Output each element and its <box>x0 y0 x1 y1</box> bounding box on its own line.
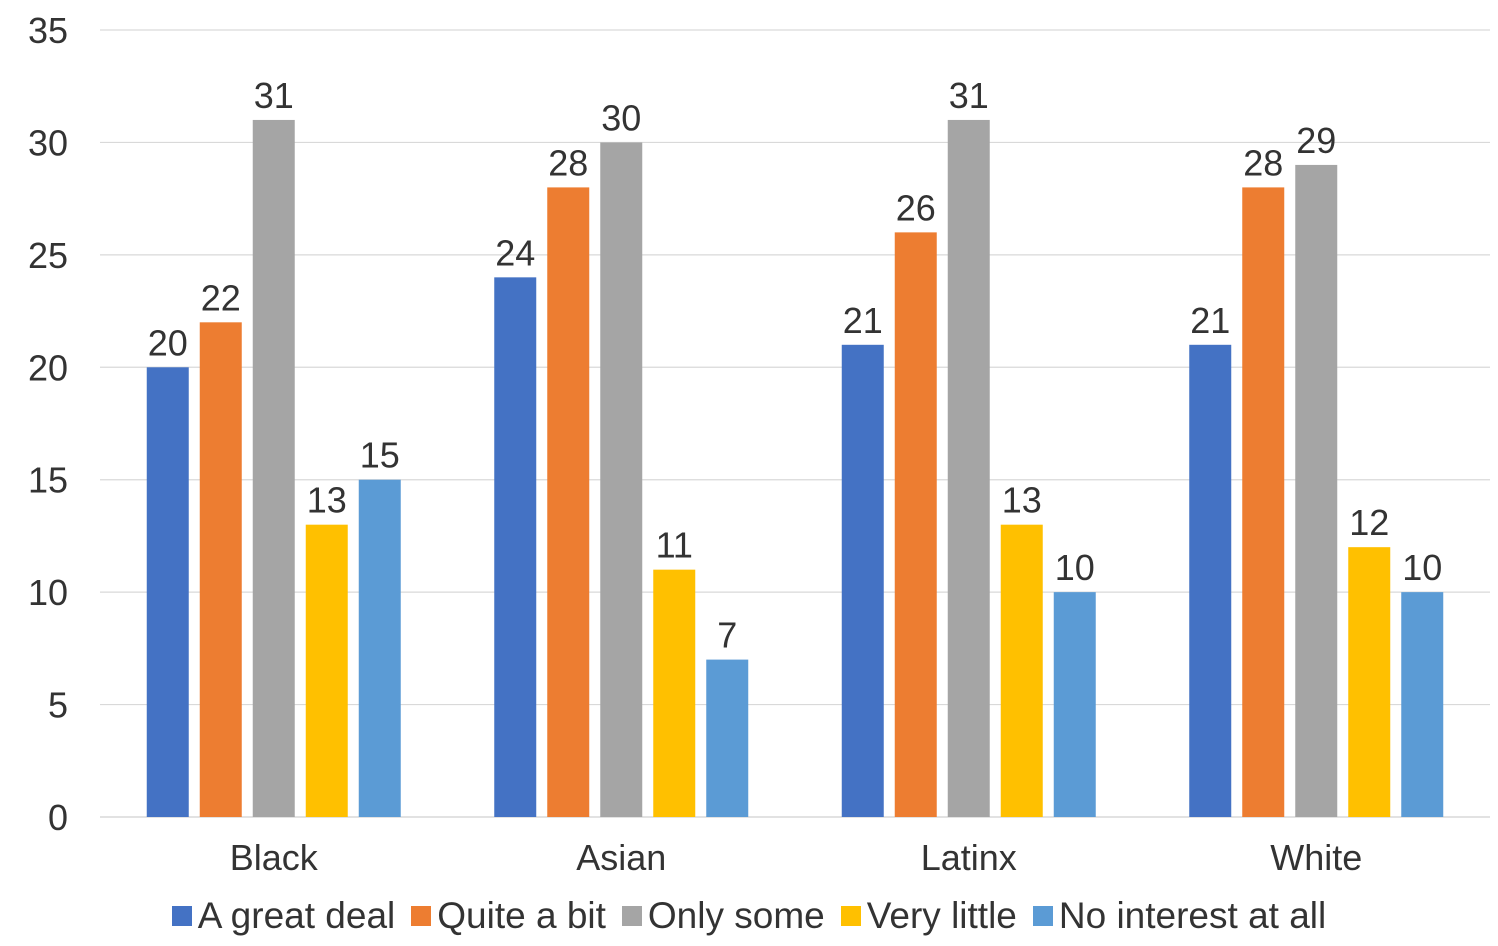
x-category-label: Asian <box>576 837 666 878</box>
bar <box>1401 592 1444 817</box>
data-label: 12 <box>1349 502 1389 543</box>
bar <box>841 344 884 817</box>
bar <box>1348 547 1391 817</box>
data-label: 21 <box>1190 300 1230 341</box>
legend-swatch <box>840 906 861 926</box>
x-axis-categories: Black Asian Latinx White <box>230 837 1363 878</box>
data-label: 24 <box>495 232 535 273</box>
data-label: 22 <box>201 277 241 318</box>
legend: A great deal Quite a bit Only some Very lit… <box>0 895 1498 937</box>
legend-label: No interest at all <box>1058 895 1327 936</box>
legend-swatch <box>1032 906 1053 926</box>
bar <box>1053 592 1096 817</box>
y-tick-label: 20 <box>28 347 68 388</box>
y-tick-label: 15 <box>28 460 68 501</box>
legend-item: Very little <box>840 895 1017 937</box>
legend-swatch <box>621 906 642 926</box>
legend-label: Very little <box>866 895 1017 936</box>
bar <box>146 367 189 817</box>
bar <box>1242 187 1285 817</box>
bar <box>358 479 401 817</box>
data-label: 13 <box>307 480 347 521</box>
bar <box>305 524 348 817</box>
y-tick-label: 35 <box>28 10 68 51</box>
bar <box>199 322 242 817</box>
data-label: 15 <box>360 435 400 476</box>
x-category-label: Black <box>230 837 319 878</box>
data-label: 29 <box>1296 120 1336 161</box>
data-label: 21 <box>843 300 883 341</box>
y-tick-label: 5 <box>48 685 68 726</box>
y-tick-label: 30 <box>28 122 68 163</box>
data-label: 10 <box>1055 547 1095 588</box>
y-tick-label: 10 <box>28 572 68 613</box>
data-label: 28 <box>1243 142 1283 183</box>
legend-item: No interest at all <box>1032 895 1327 937</box>
bar <box>600 142 643 817</box>
data-label: 20 <box>148 322 188 363</box>
data-label: 31 <box>949 75 989 116</box>
legend-swatch <box>411 906 432 926</box>
legend-swatch <box>171 906 192 926</box>
data-label: 11 <box>656 525 693 566</box>
data-label: 30 <box>601 97 641 138</box>
legend-label: A great deal <box>197 895 396 936</box>
bar <box>1189 344 1232 817</box>
data-label: 31 <box>254 75 294 116</box>
bar-chart: 0 5 10 15 20 25 30 35 20 22 31 13 15 24 28 30 11 7 21 26 31… <box>28 10 1490 878</box>
legend-label: Only some <box>647 895 825 936</box>
bar <box>706 659 749 817</box>
y-axis-ticks: 0 5 10 15 20 25 30 35 <box>28 10 68 838</box>
bar <box>547 187 590 817</box>
bar <box>1295 164 1338 817</box>
legend-label: Quite a bit <box>437 895 606 936</box>
data-label: 13 <box>1002 480 1042 521</box>
legend-item: Only some <box>621 895 825 937</box>
data-label: 10 <box>1402 547 1442 588</box>
y-tick-label: 25 <box>28 235 68 276</box>
x-category-label: Latinx <box>921 837 1017 878</box>
legend-item: Quite a bit <box>411 895 606 937</box>
bar <box>894 232 937 817</box>
y-tick-label: 0 <box>48 797 68 838</box>
data-label: 26 <box>896 187 936 228</box>
bars <box>146 119 1444 817</box>
data-label: 28 <box>548 142 588 183</box>
bar <box>947 119 990 817</box>
bar <box>494 277 537 817</box>
bar <box>653 569 696 817</box>
legend-item: A great deal <box>171 895 396 937</box>
data-label: 7 <box>717 615 737 656</box>
data-labels: 20 22 31 13 15 24 28 30 11 7 21 26 31 13 10 21 28 29 12 10 <box>148 75 1443 656</box>
x-category-label: White <box>1270 837 1362 878</box>
bar <box>252 119 295 817</box>
bar <box>1000 524 1043 817</box>
